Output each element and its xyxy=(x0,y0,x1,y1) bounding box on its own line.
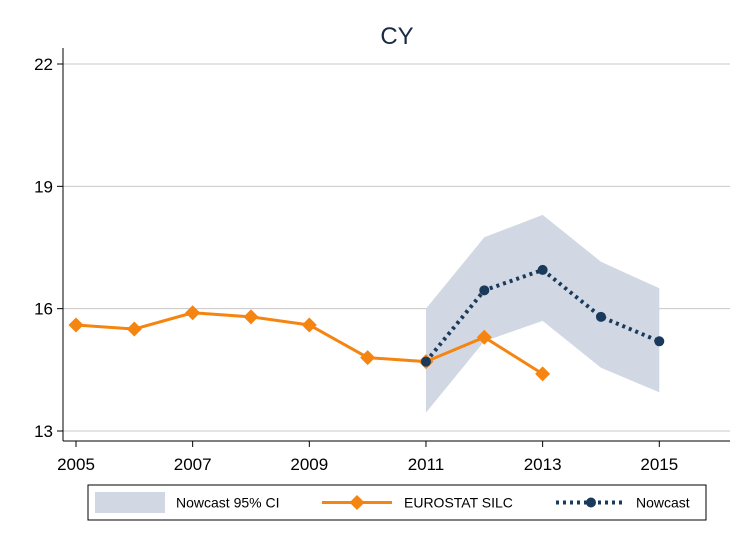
series-layer xyxy=(68,264,665,382)
legend-label-eurostat: EUROSTAT SILC xyxy=(404,495,513,511)
chart-title: CY xyxy=(380,23,413,50)
x-tick-label: 2011 xyxy=(408,455,445,474)
ci-band-layer xyxy=(425,214,660,413)
data-point xyxy=(535,366,551,382)
x-tick-label: 2013 xyxy=(524,455,562,474)
data-point xyxy=(185,305,201,321)
x-tick-label: 2015 xyxy=(640,455,678,474)
y-tick-label: 19 xyxy=(34,177,53,196)
legend-key-marker-eurostat xyxy=(349,495,365,510)
data-point xyxy=(595,311,606,322)
series-0 xyxy=(68,305,551,382)
legend: Nowcast 95% CI EUROSTAT SILC Nowcast xyxy=(87,484,707,521)
legend-box xyxy=(87,484,707,521)
ci-band xyxy=(425,214,660,413)
data-point xyxy=(420,356,431,367)
data-point xyxy=(360,350,376,366)
axes: 13 16 19 22 2005 2007 2009 2011 2013 2015 xyxy=(34,48,730,474)
data-point xyxy=(476,329,492,345)
y-tick-label: 13 xyxy=(34,422,53,441)
legend-label-nowcast: Nowcast xyxy=(636,495,690,511)
plot-area: 13 16 19 22 2005 2007 2009 2011 2013 2015 xyxy=(34,48,730,474)
data-point xyxy=(126,321,142,337)
y-tick-label: 16 xyxy=(34,300,53,319)
x-tick-label: 2005 xyxy=(57,455,95,474)
legend-label-ci: Nowcast 95% CI xyxy=(176,495,279,511)
legend-key-marker-nowcast xyxy=(586,497,596,508)
data-point xyxy=(479,285,490,296)
legend-key-ci xyxy=(95,492,165,513)
y-tick-label: 22 xyxy=(34,55,53,74)
series-1 xyxy=(420,264,665,367)
data-point xyxy=(243,309,259,325)
data-point xyxy=(537,264,548,275)
data-point xyxy=(68,317,84,333)
x-tick-label: 2009 xyxy=(290,455,328,474)
data-point xyxy=(301,317,317,333)
x-tick-label: 2007 xyxy=(174,455,212,474)
data-point xyxy=(654,336,665,347)
